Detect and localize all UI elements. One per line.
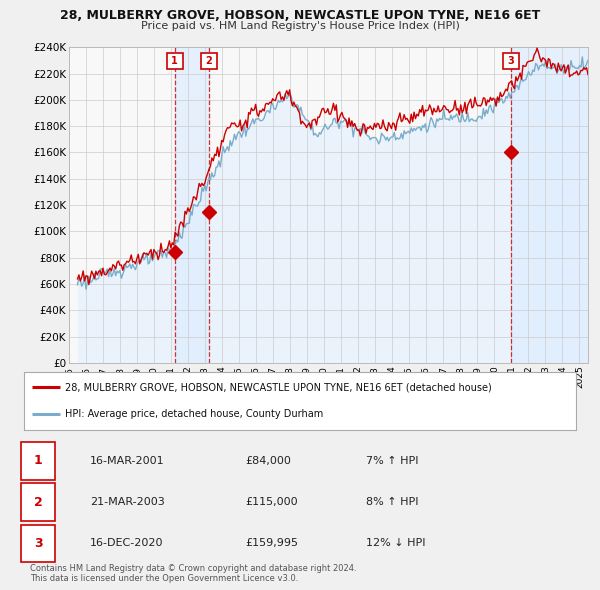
Text: 16-MAR-2001: 16-MAR-2001 [90,456,165,466]
Bar [511,47,588,363]
Text: £159,995: £159,995 [245,538,298,548]
Text: £84,000: £84,000 [245,456,290,466]
Bar [175,47,209,363]
Text: This data is licensed under the Open Government Licence v3.0.: This data is licensed under the Open Gov… [30,574,298,583]
Text: 1: 1 [171,57,178,67]
Text: 7% ↑ HPI: 7% ↑ HPI [366,456,419,466]
FancyBboxPatch shape [21,483,55,521]
Text: 3: 3 [34,537,43,550]
Text: 28, MULBERRY GROVE, HOBSON, NEWCASTLE UPON TYNE, NE16 6ET (detached house): 28, MULBERRY GROVE, HOBSON, NEWCASTLE UP… [65,382,492,392]
Text: 1: 1 [34,454,43,467]
FancyBboxPatch shape [21,525,55,562]
Text: 3: 3 [508,57,514,67]
Text: 16-DEC-2020: 16-DEC-2020 [90,538,164,548]
FancyBboxPatch shape [21,442,55,480]
Text: 21-MAR-2003: 21-MAR-2003 [90,497,165,507]
Text: Price paid vs. HM Land Registry's House Price Index (HPI): Price paid vs. HM Land Registry's House … [140,21,460,31]
Text: 12% ↓ HPI: 12% ↓ HPI [366,538,426,548]
Text: £115,000: £115,000 [245,497,298,507]
Text: HPI: Average price, detached house, County Durham: HPI: Average price, detached house, Coun… [65,409,323,419]
Text: 2: 2 [34,496,43,509]
Text: 2: 2 [205,57,212,67]
Text: 28, MULBERRY GROVE, HOBSON, NEWCASTLE UPON TYNE, NE16 6ET: 28, MULBERRY GROVE, HOBSON, NEWCASTLE UP… [60,9,540,22]
Text: 8% ↑ HPI: 8% ↑ HPI [366,497,419,507]
Text: Contains HM Land Registry data © Crown copyright and database right 2024.: Contains HM Land Registry data © Crown c… [30,565,356,573]
